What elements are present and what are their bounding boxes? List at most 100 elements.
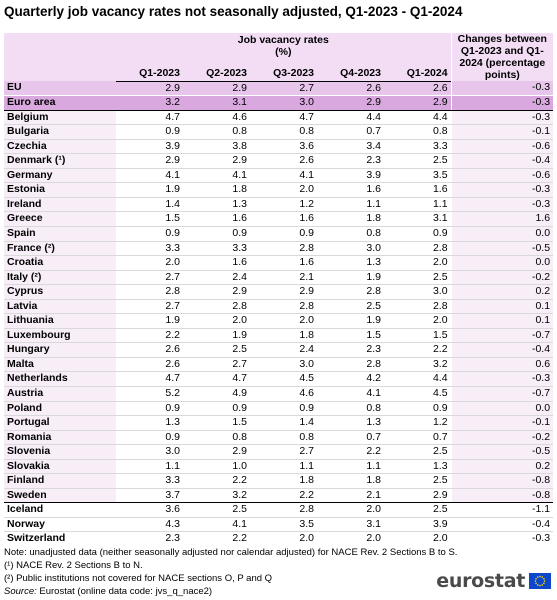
- cell-change: -0.5: [450, 444, 554, 460]
- cell-change: -0.1: [450, 124, 554, 140]
- cell-rate: 4.1: [183, 517, 250, 533]
- cell-change: 0.0: [450, 226, 554, 242]
- row-label: Greece: [4, 211, 116, 227]
- cell-rate: 1.3: [317, 255, 384, 271]
- cell-rate: 1.9: [317, 270, 384, 286]
- cell-rate: 2.5: [384, 153, 452, 169]
- cell-rate: 2.2: [183, 473, 250, 489]
- table-row: France (²) 3.3 3.3 2.8 3.0 2.8 -0.5: [4, 241, 554, 257]
- row-label: Ireland: [4, 197, 116, 213]
- cell-rate: 2.6: [250, 153, 317, 169]
- cell-rate: 3.9: [317, 168, 384, 184]
- table-row: Bulgaria 0.9 0.8 0.8 0.7 0.8 -0.1: [4, 124, 554, 140]
- cell-rate: 2.1: [317, 488, 384, 504]
- row-label: Slovenia: [4, 444, 116, 460]
- cell-rate: 2.9: [183, 81, 250, 97]
- cell-rate: 2.7: [116, 270, 183, 286]
- cell-rate: 2.8: [250, 502, 317, 518]
- cell-rate: 1.3: [183, 197, 250, 213]
- flag-star-icon: [539, 584, 541, 587]
- cell-rate: 2.0: [384, 255, 452, 271]
- flag-star-icon: [535, 582, 537, 585]
- cell-rate: 2.4: [183, 270, 250, 286]
- cell-rate: 3.8: [183, 139, 250, 155]
- cell-rate: 2.8: [384, 299, 452, 315]
- row-label: Portugal: [4, 415, 116, 431]
- cell-rate: 4.1: [317, 386, 384, 402]
- cell-rate: 3.0: [317, 241, 384, 257]
- cell-rate: 2.9: [384, 488, 452, 504]
- cell-rate: 1.6: [250, 255, 317, 271]
- cell-rate: 2.9: [384, 95, 452, 111]
- table-row: Norway 4.3 4.1 3.5 3.1 3.9 -0.4: [4, 517, 554, 533]
- cell-rate: 1.2: [384, 415, 452, 431]
- cell-rate: 2.3: [317, 342, 384, 358]
- flag-star-icon: [536, 576, 539, 578]
- row-label: EU: [4, 81, 116, 97]
- cell-rate: 0.7: [317, 430, 384, 446]
- table-row: Latvia 2.7 2.8 2.8 2.5 2.8 0.1: [4, 299, 554, 315]
- table-row: Belgium 4.7 4.6 4.7 4.4 4.4 -0.3: [4, 110, 554, 126]
- cell-rate: 4.4: [384, 110, 452, 126]
- cell-rate: 3.5: [384, 168, 452, 184]
- cell-rate: 3.1: [317, 517, 384, 533]
- row-label: Lithuania: [4, 313, 116, 329]
- cell-rate: 4.1: [250, 168, 317, 184]
- table-row: Cyprus 2.8 2.9 2.9 2.8 3.0 0.2: [4, 284, 554, 300]
- cell-rate: 2.0: [366, 532, 381, 545]
- row-label: Spain: [4, 226, 116, 242]
- cell-rate: 1.3: [384, 459, 452, 475]
- footnote-1: (¹) NACE Rev. 2 Sections B to N.: [4, 560, 143, 571]
- cell-rate: 3.5: [250, 517, 317, 533]
- cell-change: 0.1: [450, 313, 554, 329]
- cell-rate: 2.9: [317, 95, 384, 111]
- table-title: Quarterly job vacancy rates not seasonal…: [4, 4, 463, 19]
- table-row: Greece 1.5 1.6 1.6 1.8 3.1 1.6: [4, 211, 554, 227]
- table-row: Malta 2.6 2.7 3.0 2.8 3.2 0.6: [4, 357, 554, 373]
- cell-rate: 1.1: [317, 459, 384, 475]
- table-row: Denmark (¹) 2.9 2.9 2.6 2.3 2.5 -0.4: [4, 153, 554, 169]
- cell-rate: 4.1: [183, 168, 250, 184]
- cell-rate: 2.5: [317, 299, 384, 315]
- cell-rate: 3.3: [183, 241, 250, 257]
- cell-change: 1.6: [450, 211, 554, 227]
- table-row: Ireland 1.4 1.3 1.2 1.1 1.1 -0.3: [4, 197, 554, 213]
- cell-rate: 3.1: [183, 95, 250, 111]
- cell-change: 0.0: [450, 255, 554, 271]
- row-label: Hungary: [4, 342, 116, 358]
- cell-rate: 2.8: [317, 357, 384, 373]
- cell-rate: 5.2: [116, 386, 183, 402]
- cell-rate: 3.4: [317, 139, 384, 155]
- cell-rate: 0.9: [250, 226, 317, 242]
- row-label: Norway: [4, 517, 116, 533]
- cell-rate: 0.9: [384, 226, 452, 242]
- table-row: Euro area 3.2 3.1 3.0 2.9 2.9 -0.3: [4, 95, 554, 111]
- eurostat-logo: eurostat: [436, 570, 551, 592]
- column-header-q1-2023: Q1-2023: [116, 64, 183, 82]
- cell-change: -0.7: [450, 328, 554, 344]
- cell-rate: 1.5: [384, 328, 452, 344]
- cell-rate: 0.8: [250, 430, 317, 446]
- table-row: Poland 0.9 0.9 0.9 0.8 0.9 0.0: [4, 401, 554, 417]
- cell-rate: 2.2: [232, 532, 247, 545]
- cell-rate: 1.5: [317, 328, 384, 344]
- table-row: Czechia 3.9 3.8 3.6 3.4 3.3 -0.6: [4, 139, 554, 155]
- table-row: Iceland 3.6 2.5 2.8 2.0 2.5 -1.1: [4, 502, 554, 518]
- cell-change: -0.3: [450, 95, 554, 111]
- cell-rate: 2.7: [250, 81, 317, 97]
- cell-rate: 1.9: [317, 313, 384, 329]
- cell-rate: 2.2: [317, 444, 384, 460]
- notes: Note: unadjusted data (neither seasonall…: [4, 546, 457, 598]
- column-header-q4-2023: Q4-2023: [317, 64, 384, 82]
- cell-rate: 0.9: [250, 401, 317, 417]
- cell-change: -0.5: [450, 241, 554, 257]
- cell-rate: 4.4: [317, 110, 384, 126]
- cell-change: -0.3: [450, 371, 554, 387]
- row-label: Czechia: [4, 139, 116, 155]
- cell-rate: 0.8: [384, 124, 452, 140]
- table-row: Spain 0.9 0.9 0.9 0.8 0.9 0.0: [4, 226, 554, 242]
- table-row: Portugal 1.3 1.5 1.4 1.3 1.2 -0.1: [4, 415, 554, 431]
- cell-change: 0.2: [450, 459, 554, 475]
- cell-rate: 2.8: [384, 241, 452, 257]
- cell-rate: 2.3: [317, 153, 384, 169]
